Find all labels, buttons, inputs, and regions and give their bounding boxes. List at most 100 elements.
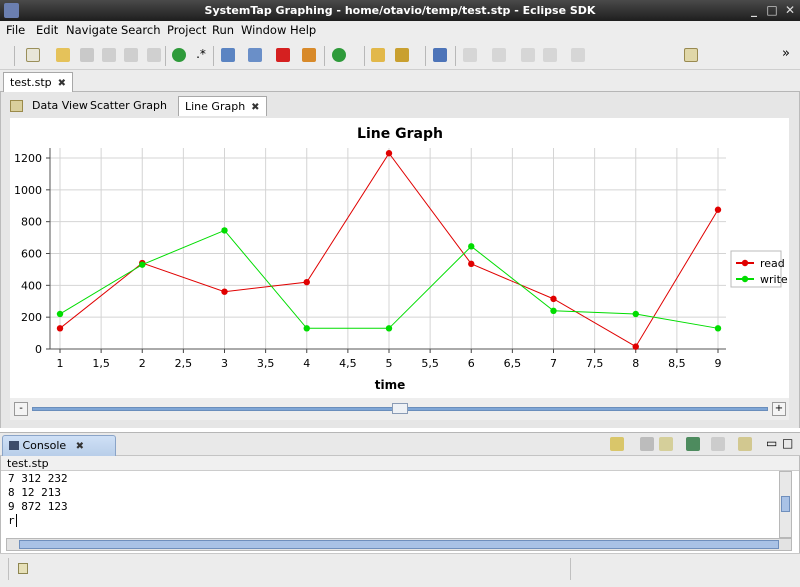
status-bar [0, 553, 800, 587]
toolbar-separator [324, 46, 325, 66]
regex-icon[interactable]: .* [196, 47, 206, 61]
console-input-line[interactable]: r [8, 514, 15, 527]
last-edit-icon[interactable] [521, 48, 535, 62]
menu-navigate[interactable]: Navigate [66, 23, 118, 37]
chart-grid [50, 148, 726, 350]
export-icon[interactable] [221, 48, 235, 62]
zoom-out-button[interactable]: - [14, 402, 28, 416]
save-icon[interactable] [80, 48, 94, 62]
console-output[interactable]: test.stp 7 312 232 8 12 213 9 872 123 r [0, 456, 800, 553]
y-tick-label: 0 [35, 343, 42, 356]
view-menu-icon[interactable] [10, 100, 23, 112]
console-vertical-scrollbar[interactable] [779, 471, 792, 538]
save-as-icon[interactable] [124, 48, 138, 62]
legend-marker-write [741, 275, 749, 283]
print-icon[interactable] [147, 48, 161, 62]
new-icon[interactable] [26, 48, 40, 62]
close-icon[interactable]: ✖ [75, 441, 85, 452]
close-icon[interactable]: ✖ [57, 78, 67, 89]
data-point-write [221, 227, 228, 234]
maximize-button[interactable]: □ [766, 3, 778, 17]
tab-line-graph[interactable]: Line Graph ✖ [178, 96, 267, 116]
import-icon[interactable] [248, 48, 262, 62]
forward-icon[interactable] [571, 48, 585, 62]
x-tick-label: 4 [303, 357, 310, 370]
y-tick-label: 800 [21, 216, 42, 229]
clear-console-icon[interactable] [610, 437, 624, 451]
open-type-icon[interactable] [371, 48, 385, 62]
scroll-lock-icon[interactable] [640, 437, 654, 451]
data-point-read [714, 206, 722, 213]
x-tick-label: 8,5 [668, 357, 686, 370]
next-annotation-icon[interactable] [463, 48, 477, 62]
legend-marker-read [741, 259, 749, 267]
open-folder-icon[interactable] [56, 48, 70, 62]
chart-title: Line Graph [357, 126, 443, 142]
open-console-icon[interactable] [738, 437, 752, 451]
tools-icon[interactable] [395, 48, 409, 62]
new-console-icon[interactable] [711, 437, 725, 451]
minimize-button[interactable]: _ [751, 3, 757, 17]
x-tick-label: 4,5 [339, 357, 357, 370]
legend-label-read: read [760, 257, 785, 270]
menu-run[interactable]: Run [212, 23, 235, 37]
x-tick-label: 1 [57, 357, 64, 370]
x-tick-label: 3 [221, 357, 228, 370]
debug-icon[interactable] [332, 48, 346, 62]
tab-label: test.stp [10, 76, 52, 89]
minimize-view-button[interactable]: ▭ [766, 436, 778, 450]
x-tick-label: 6,5 [504, 357, 522, 370]
x-tick-label: 7 [550, 357, 557, 370]
close-window-button[interactable]: ✕ [784, 3, 796, 17]
editor-tab-strip: test.stp ✖ [0, 70, 800, 92]
y-tick-label: 1000 [14, 184, 42, 197]
menu-window[interactable]: Window [241, 23, 287, 37]
open-perspective-icon[interactable] [684, 48, 698, 62]
chart-legend: read write [730, 250, 788, 288]
tab-console[interactable]: Console ✖ [2, 435, 116, 457]
chart-series [56, 150, 722, 350]
data-point-write [303, 325, 310, 332]
x-tick-label: 5 [386, 357, 393, 370]
graph-icon[interactable] [302, 48, 316, 62]
tab-test-stp[interactable]: test.stp ✖ [3, 72, 74, 92]
menu-edit[interactable]: Edit [36, 23, 59, 37]
vertical-scroll-thumb[interactable] [781, 496, 790, 512]
data-point-read [550, 295, 557, 303]
toolbar-overflow-button[interactable]: » [782, 46, 790, 61]
text-cursor [16, 514, 17, 527]
data-point-write [385, 325, 393, 332]
status-separator [8, 558, 9, 580]
data-point-read [385, 150, 393, 157]
zoom-in-button[interactable]: + [772, 402, 786, 416]
display-console-icon[interactable] [686, 437, 700, 451]
previous-annotation-icon[interactable] [492, 48, 506, 62]
menu-search[interactable]: Search [121, 23, 161, 37]
fast-view-icon[interactable] [18, 563, 28, 574]
menu-project[interactable]: Project [167, 23, 207, 37]
zoom-slider-thumb[interactable] [392, 403, 408, 414]
save-all-icon[interactable] [102, 48, 116, 62]
data-point-read [221, 288, 228, 295]
legend-label-write: write [760, 273, 788, 286]
window-title-bar: SystemTap Graphing - home/otavio/temp/te… [0, 0, 800, 21]
toolbar-separator [455, 46, 456, 66]
maximize-view-button[interactable]: □ [782, 436, 794, 450]
tab-data-view[interactable]: Data View [32, 99, 88, 112]
menu-help[interactable]: Help [290, 23, 317, 37]
tab-scatter-graph[interactable]: Scatter Graph [90, 99, 167, 112]
run-icon[interactable] [172, 48, 186, 62]
console-horizontal-scrollbar[interactable] [6, 538, 792, 551]
menu-file[interactable]: File [6, 23, 26, 37]
close-icon[interactable]: ✖ [251, 102, 260, 113]
toolbar-separator [213, 46, 214, 66]
stop-icon[interactable] [276, 48, 290, 62]
pin-console-icon[interactable] [659, 437, 673, 451]
x-tick-label: 6 [468, 357, 475, 370]
back-icon[interactable] [543, 48, 557, 62]
horizontal-scroll-thumb[interactable] [19, 540, 779, 549]
x-tick-label: 2,5 [175, 357, 193, 370]
toolbar-separator [14, 46, 15, 66]
console-icon[interactable] [433, 48, 447, 62]
y-tick-label: 600 [21, 248, 42, 261]
